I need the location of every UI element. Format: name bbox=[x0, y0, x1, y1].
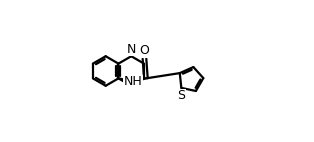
Text: N: N bbox=[127, 43, 136, 56]
Text: S: S bbox=[177, 89, 185, 102]
Text: NH: NH bbox=[124, 75, 143, 88]
Text: O: O bbox=[139, 44, 149, 57]
